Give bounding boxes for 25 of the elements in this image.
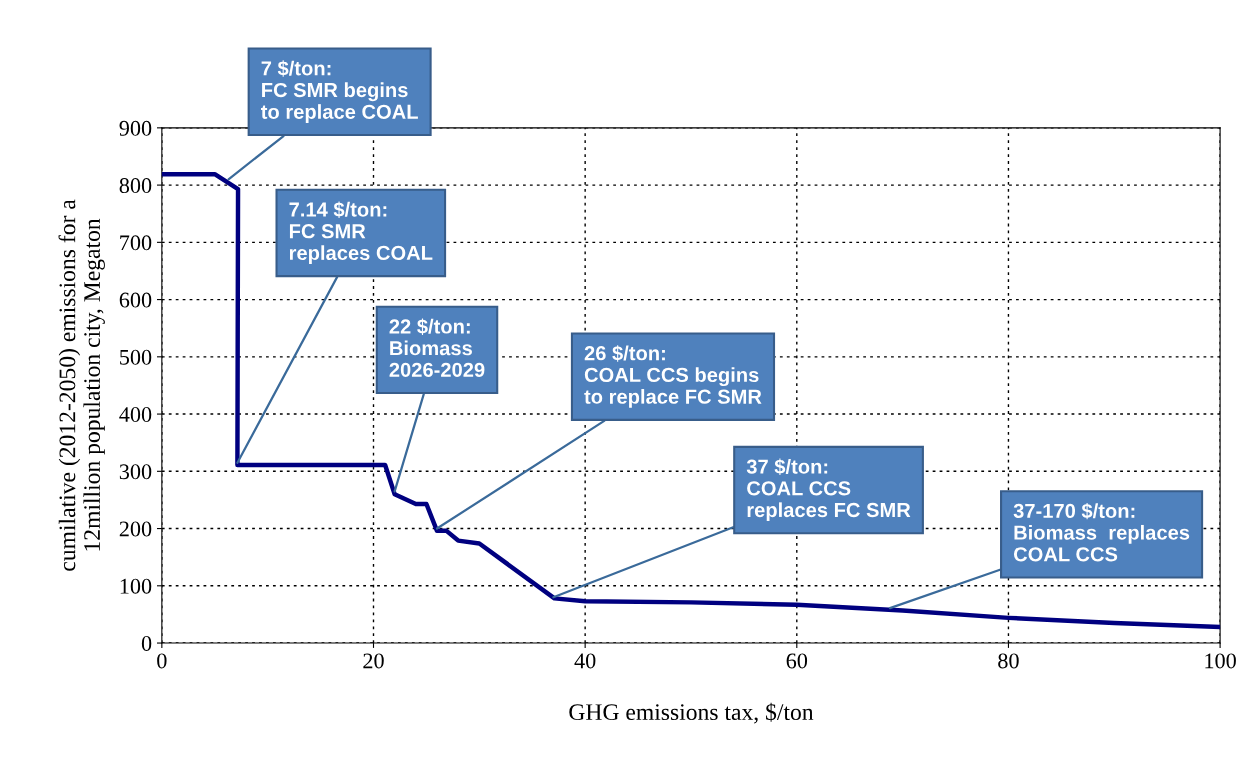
- annotation: 37 $/ton: COAL CCS replaces FC SMR: [746, 458, 911, 522]
- y-tick-label: 400: [119, 407, 152, 422]
- y-tick-label: 0: [141, 635, 152, 651]
- y-tick-label: 500: [120, 349, 152, 365]
- annotation: 37-170 $/ton: Biomass replaces COAL CCS: [1013, 502, 1190, 562]
- x-tick-label: 80: [998, 653, 1019, 669]
- y-tick-label: 900: [119, 120, 152, 136]
- x-tick-label: 20: [363, 653, 384, 669]
- annotation: 26 $/ton: COAL CCS begins to replace FC SMR: [584, 345, 762, 408]
- line-series: [161, 172, 1221, 630]
- y-tick-label: 200: [119, 521, 152, 537]
- annotation: 22 $/ton: Biomass 2026-2029: [389, 318, 485, 377]
- y-tick-label: 700: [120, 235, 152, 251]
- y-axis-title: cumilative (2012-2050) emissions for a 12million population city, Megaton: [58, 199, 105, 571]
- annotation: 7 $/ton: FC SMR begins to replace COAL: [260, 60, 418, 123]
- x-tick-label: 100: [1205, 653, 1236, 669]
- x-tick-label: 60: [786, 653, 808, 669]
- x-axis-title: GHG emissions tax, $/ton: [569, 702, 814, 724]
- y-tick-label: 600: [119, 292, 152, 308]
- y-tick-label: 100: [120, 578, 152, 594]
- y-tick-label: 800: [119, 178, 152, 194]
- x-tick-label: 40: [574, 653, 596, 669]
- annotation: 7.14 $/ton: FC SMR replaces COAL: [289, 201, 433, 265]
- x-tick-label: 0: [157, 653, 167, 669]
- y-tick-label: 300: [119, 464, 152, 480]
